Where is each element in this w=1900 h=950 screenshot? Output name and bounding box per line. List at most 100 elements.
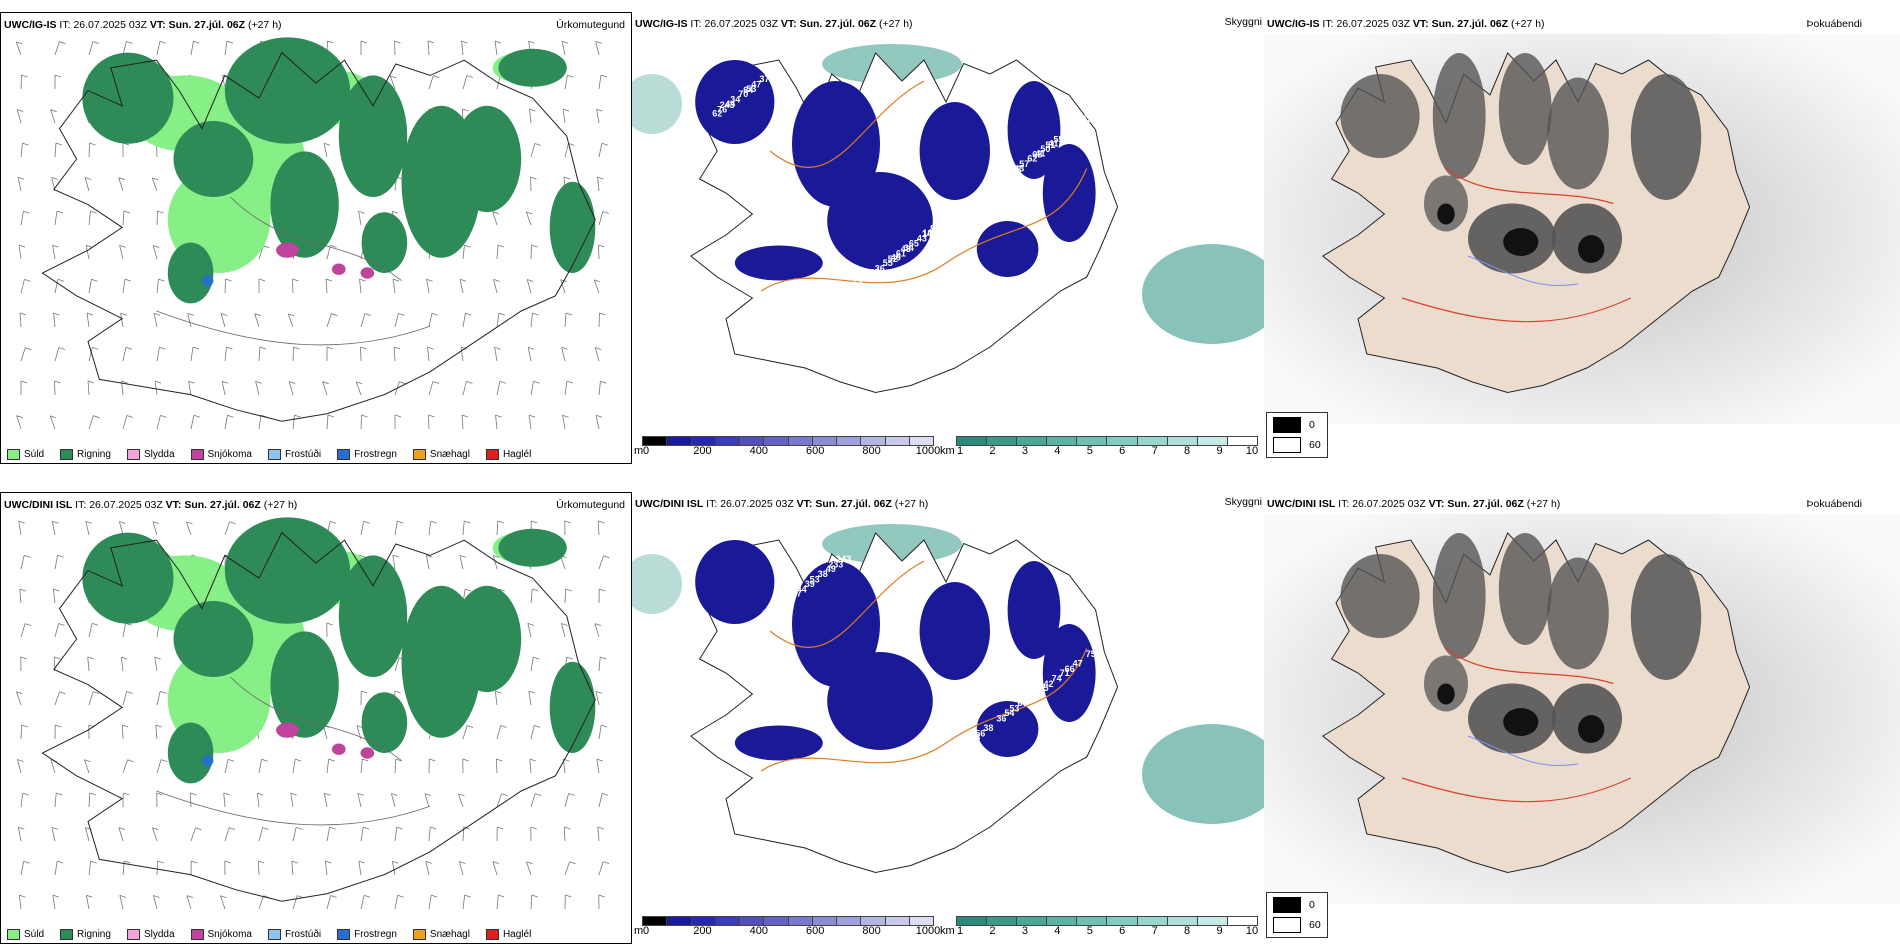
wind-barb (560, 623, 566, 638)
colorbar-tick: 6 (1119, 445, 1126, 457)
wind-barb-flag (431, 894, 438, 898)
coastline (41, 531, 596, 902)
road-line (156, 790, 431, 826)
wind-barb (462, 313, 466, 328)
wind-barb-flag (561, 40, 569, 44)
wind-barb (355, 381, 362, 396)
wind-barb (494, 41, 498, 56)
cloud-ceiling-area (792, 81, 880, 207)
precip-map (16, 517, 610, 910)
wind-barb-flag (292, 278, 299, 282)
wind-barb-flag (564, 826, 571, 830)
legend-item: Slydda (126, 929, 175, 940)
wind-barb-flag (390, 75, 397, 79)
ceiling-value-label: 48 (962, 738, 972, 748)
wind-barb (122, 279, 126, 294)
wind-barb (598, 725, 602, 740)
legend-item: Snjókoma (190, 449, 252, 460)
legend-item: Rigning (60, 449, 111, 460)
ceiling-value-label: 56 (975, 728, 985, 738)
wind-barb (458, 793, 464, 808)
wind-barb-flag (90, 210, 97, 214)
wind-barb (530, 589, 533, 604)
wind-barb-flag (119, 245, 126, 248)
wind-barb (492, 861, 498, 876)
wind-barb-flag (459, 861, 466, 864)
wind-barb-flag (193, 40, 200, 44)
wind-barb (16, 759, 22, 774)
wind-barb (394, 827, 398, 842)
ceiling-value-label: 55 (883, 258, 893, 268)
wind-barb (322, 381, 328, 396)
wind-barb-flag (397, 520, 404, 524)
wind-barb (564, 793, 570, 808)
ceiling-value-label: 80 (941, 753, 951, 763)
wind-barb-flag (562, 414, 569, 418)
wind-barb (598, 381, 601, 396)
wind-barb-flag (466, 725, 474, 728)
wind-barb (428, 75, 434, 90)
wind-barb-flag (331, 313, 338, 317)
wind-barb-flag (84, 759, 91, 763)
wind-barb (254, 313, 260, 328)
wind-barb-flag (227, 414, 234, 418)
wind-barb-flag (56, 792, 63, 796)
ceiling-value-label: 68 (1032, 149, 1042, 159)
wind-barb (564, 313, 567, 328)
wind-barb-flag (123, 792, 130, 796)
wind-barb (525, 211, 532, 226)
colorbar-strip (642, 436, 934, 446)
wind-barb-flag (223, 792, 230, 796)
wind-barb (122, 347, 127, 362)
wind-barb (256, 793, 260, 808)
field-name: Skyggni (1224, 496, 1262, 508)
ceiling-value-label: 41 (1048, 139, 1058, 149)
wind-barb-flag (93, 415, 100, 419)
wind-barb-flag (501, 793, 508, 797)
wind-barb-flag (221, 380, 229, 384)
wind-barb (20, 143, 23, 158)
wind-barb-flag (92, 691, 100, 694)
wind-barb (122, 759, 128, 774)
ceiling-value-label: 101 (830, 294, 845, 304)
wind-barb (54, 41, 60, 56)
fog-index-area (1432, 533, 1486, 659)
wind-barb (20, 724, 23, 740)
road-line (1401, 297, 1632, 323)
fog-key-swatch (1273, 437, 1301, 453)
wind-barb-flag (57, 278, 65, 282)
road-line (230, 676, 402, 761)
visibility-colorbar: km 1 2 3 4 5 6 7 8 9 10 (940, 436, 1260, 460)
fog-key-value: 0 (1309, 419, 1315, 431)
rain-area (452, 585, 522, 693)
ceiling-value-label: 38 (886, 793, 896, 803)
wind-barb-flag (58, 623, 65, 626)
fog-map (1264, 514, 1900, 904)
wind-barb-flag (528, 690, 535, 694)
wind-barb (393, 347, 396, 362)
ceiling-value-label: 33 (849, 283, 859, 293)
colorbar-tick: 6 (1119, 925, 1126, 937)
wind-barb-flag (392, 278, 400, 282)
ceiling-value-label: 40 (946, 213, 956, 223)
ceiling-value-label: 68 (736, 628, 746, 638)
ceiling-value-label: 57 (949, 748, 959, 758)
wind-barb-flag (220, 895, 227, 899)
panel-title: UWC/IG-IS IT: 26.07.2025 03Z VT: Sun. 27… (635, 18, 913, 30)
wind-barb-flag (21, 74, 28, 78)
legend-label: Snjókoma (207, 929, 252, 940)
rain-area (167, 722, 214, 784)
wind-barb-flag (17, 109, 24, 112)
colorbar-unit: m (634, 925, 644, 937)
wind-barb (358, 861, 362, 876)
fog-index-area (1630, 554, 1702, 680)
ceiling-value-label: 60 (820, 303, 830, 313)
wind-barb (152, 521, 158, 536)
wind-barb-flag (463, 826, 470, 830)
wind-barb-flag (51, 177, 58, 180)
wind-barb-flag (359, 278, 366, 282)
ceiling-value-label: 40 (915, 772, 925, 782)
fog-index-high (1437, 203, 1455, 225)
wind-barb-flag (568, 143, 575, 146)
wind-barb-flag (497, 520, 504, 524)
